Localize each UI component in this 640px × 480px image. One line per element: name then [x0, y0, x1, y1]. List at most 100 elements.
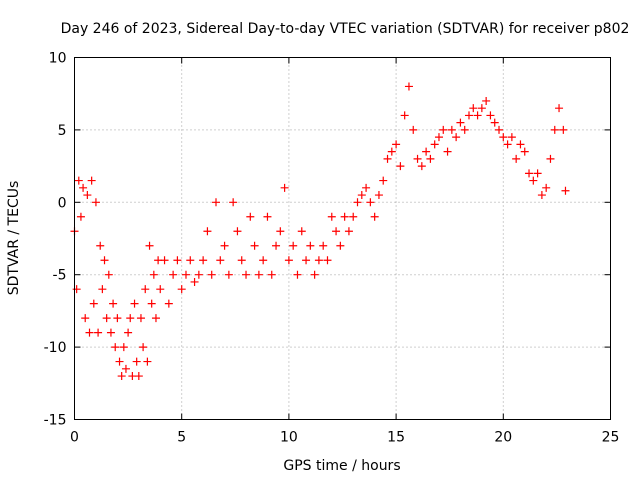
data-point [186, 256, 195, 265]
data-point [447, 125, 456, 134]
data-point [151, 314, 160, 323]
data-point [409, 125, 418, 134]
data-point [156, 285, 165, 294]
data-point [280, 183, 289, 192]
data-point [561, 186, 570, 195]
data-point [404, 82, 413, 91]
data-point [242, 270, 251, 279]
data-point [434, 133, 443, 142]
x-tick-labels: 0 5 10 15 20 25 [70, 430, 619, 446]
x-tick-label: 0 [70, 430, 79, 446]
data-point [237, 256, 246, 265]
data-point [349, 212, 358, 221]
data-point [362, 183, 371, 192]
plot-frame [74, 57, 611, 420]
data-point [413, 154, 422, 163]
data-point [357, 191, 366, 200]
data-point [473, 111, 482, 120]
data-point [76, 212, 85, 221]
data-point [306, 241, 315, 250]
data-point [143, 357, 152, 366]
grid-layer [74, 57, 611, 420]
data-point [387, 147, 396, 156]
data-point [499, 133, 508, 142]
data-point [464, 111, 473, 120]
data-point [486, 111, 495, 120]
data-point [516, 140, 525, 149]
data-point [115, 357, 124, 366]
data-point [430, 140, 439, 149]
y-tick-label: -5 [53, 268, 67, 284]
data-point [89, 299, 98, 308]
data-point [85, 328, 94, 337]
data-point [113, 314, 122, 323]
y-tick-label: 5 [58, 123, 67, 139]
data-point [533, 169, 542, 178]
data-point [392, 140, 401, 149]
data-point [319, 241, 328, 250]
data-point [83, 191, 92, 200]
data-point [284, 256, 293, 265]
data-point [124, 328, 133, 337]
data-point [134, 372, 143, 381]
data-point [130, 299, 139, 308]
data-point [400, 111, 409, 120]
data-point [520, 147, 529, 156]
data-point [119, 343, 128, 352]
data-point [456, 118, 465, 127]
data-point [353, 198, 362, 207]
data-point [507, 133, 516, 142]
data-point [229, 198, 238, 207]
data-point [147, 299, 156, 308]
data-point [396, 162, 405, 171]
data-point [559, 125, 568, 134]
data-points [70, 82, 570, 381]
data-point [276, 227, 285, 236]
data-point [126, 314, 135, 323]
data-point [340, 212, 349, 221]
data-point [293, 270, 302, 279]
data-point [233, 227, 242, 236]
data-point [254, 270, 263, 279]
data-point [422, 147, 431, 156]
data-point [546, 154, 555, 163]
data-point [141, 285, 150, 294]
data-point [164, 299, 173, 308]
data-point [145, 241, 154, 250]
chart-title: Day 246 of 2023, Sidereal Day-to-day VTE… [61, 21, 630, 37]
data-point [512, 154, 521, 163]
data-point [297, 227, 306, 236]
data-point [289, 241, 298, 250]
data-point [190, 277, 199, 286]
data-point [537, 191, 546, 200]
data-point [220, 241, 229, 250]
data-point [74, 176, 83, 185]
y-tick-labels: -15 -10 -5 0 5 10 [44, 51, 67, 429]
data-point [106, 328, 115, 337]
data-point [181, 270, 190, 279]
data-point [250, 241, 259, 250]
data-point [550, 125, 559, 134]
data-point [79, 183, 88, 192]
x-axis-label: GPS time / hours [283, 458, 400, 474]
data-point [169, 270, 178, 279]
data-point [477, 104, 486, 113]
y-axis-label: SDTVAR / TECUs [6, 181, 22, 296]
data-point [374, 191, 383, 200]
data-point [207, 270, 216, 279]
data-point [132, 357, 141, 366]
data-point [160, 256, 169, 265]
data-point [177, 285, 186, 294]
x-tick-label: 5 [177, 430, 186, 446]
data-point [383, 154, 392, 163]
data-point [259, 256, 268, 265]
data-point [94, 328, 103, 337]
data-point [263, 212, 272, 221]
data-point [91, 198, 100, 207]
data-point [194, 270, 203, 279]
data-point [272, 241, 281, 250]
data-point [555, 104, 564, 113]
data-point [111, 343, 120, 352]
data-point [379, 176, 388, 185]
